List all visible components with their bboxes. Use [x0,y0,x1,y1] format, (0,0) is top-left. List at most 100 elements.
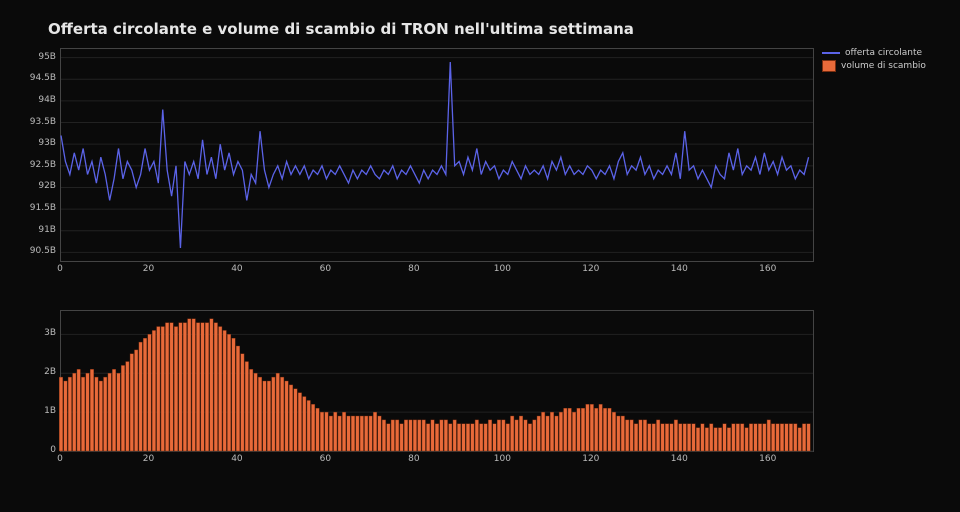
bar [426,424,429,451]
bar [157,327,160,451]
bar [236,346,239,451]
bar [86,373,89,451]
top-ytick-label: 95B [16,52,56,62]
bar [258,377,261,451]
bar [201,323,204,451]
bar [126,362,129,451]
bar [112,369,115,451]
bar [364,416,367,451]
bar-chart [61,311,813,451]
top-ytick-label: 92B [16,181,56,191]
bot-ytick-label: 3B [16,328,56,338]
bar [524,420,527,451]
bot-xtick-label: 80 [399,454,429,464]
bar [342,412,345,451]
bar [409,420,412,451]
bar [387,424,390,451]
bot-xtick-label: 160 [753,454,783,464]
bar [303,397,306,451]
bar [710,424,713,451]
top-xtick-label: 140 [664,264,694,274]
bar [373,412,376,451]
bar [422,420,425,451]
bar [754,424,757,451]
bar [449,424,452,451]
bar [493,424,496,451]
bar [227,334,230,451]
bar [457,424,460,451]
bar [219,327,222,451]
bar [121,365,124,451]
bar [546,416,549,451]
top-xtick-label: 120 [576,264,606,274]
bar [572,412,575,451]
bar [634,424,637,451]
bar [705,428,708,451]
bar [462,424,465,451]
bar [413,420,416,451]
top-ytick-label: 94B [16,95,56,105]
bar [395,420,398,451]
top-xtick-label: 80 [399,264,429,274]
bar [307,400,310,451]
chart-title: Offerta circolante e volume di scambio d… [48,20,634,38]
bar [533,420,536,451]
bar [130,354,133,451]
bar [276,373,279,451]
bar [767,420,770,451]
bar [64,381,67,451]
bar [360,416,363,451]
bar [802,424,805,451]
bot-xtick-label: 120 [576,454,606,464]
bar [325,412,328,451]
bar [214,323,217,451]
bar [68,377,71,451]
bar [104,377,107,451]
bot-xtick-label: 0 [45,454,75,464]
top-ytick-label: 90.5B [16,246,56,256]
top-ytick-label: 91.5B [16,203,56,213]
bar [440,420,443,451]
bar [148,334,151,451]
legend-line-swatch [822,52,840,54]
bar [701,424,704,451]
top-xtick-label: 60 [310,264,340,274]
bar [444,420,447,451]
bar [555,416,558,451]
bar [528,424,531,451]
bar [502,420,505,451]
bar [541,412,544,451]
bar [210,319,213,451]
bar [789,424,792,451]
bar [311,404,314,451]
bar [249,369,252,451]
bar [612,412,615,451]
bar [165,323,168,451]
bar [338,416,341,451]
bar [537,416,540,451]
bar [785,424,788,451]
bar [656,420,659,451]
bar [687,424,690,451]
bar [81,377,84,451]
bar [272,377,275,451]
bar [617,416,620,451]
bar [794,424,797,451]
bar [488,420,491,451]
bot-xtick-label: 20 [133,454,163,464]
bar [497,420,500,451]
bot-ytick-label: 1B [16,406,56,416]
bot-xtick-label: 60 [310,454,340,464]
bar [179,323,182,451]
top-xtick-label: 100 [487,264,517,274]
bar [263,381,266,451]
bar [630,420,633,451]
bar [139,342,142,451]
bar [298,393,301,451]
bar [347,416,350,451]
bar [763,424,766,451]
bar [196,323,199,451]
bar [564,408,567,451]
line-chart [61,49,813,261]
bar [621,416,624,451]
